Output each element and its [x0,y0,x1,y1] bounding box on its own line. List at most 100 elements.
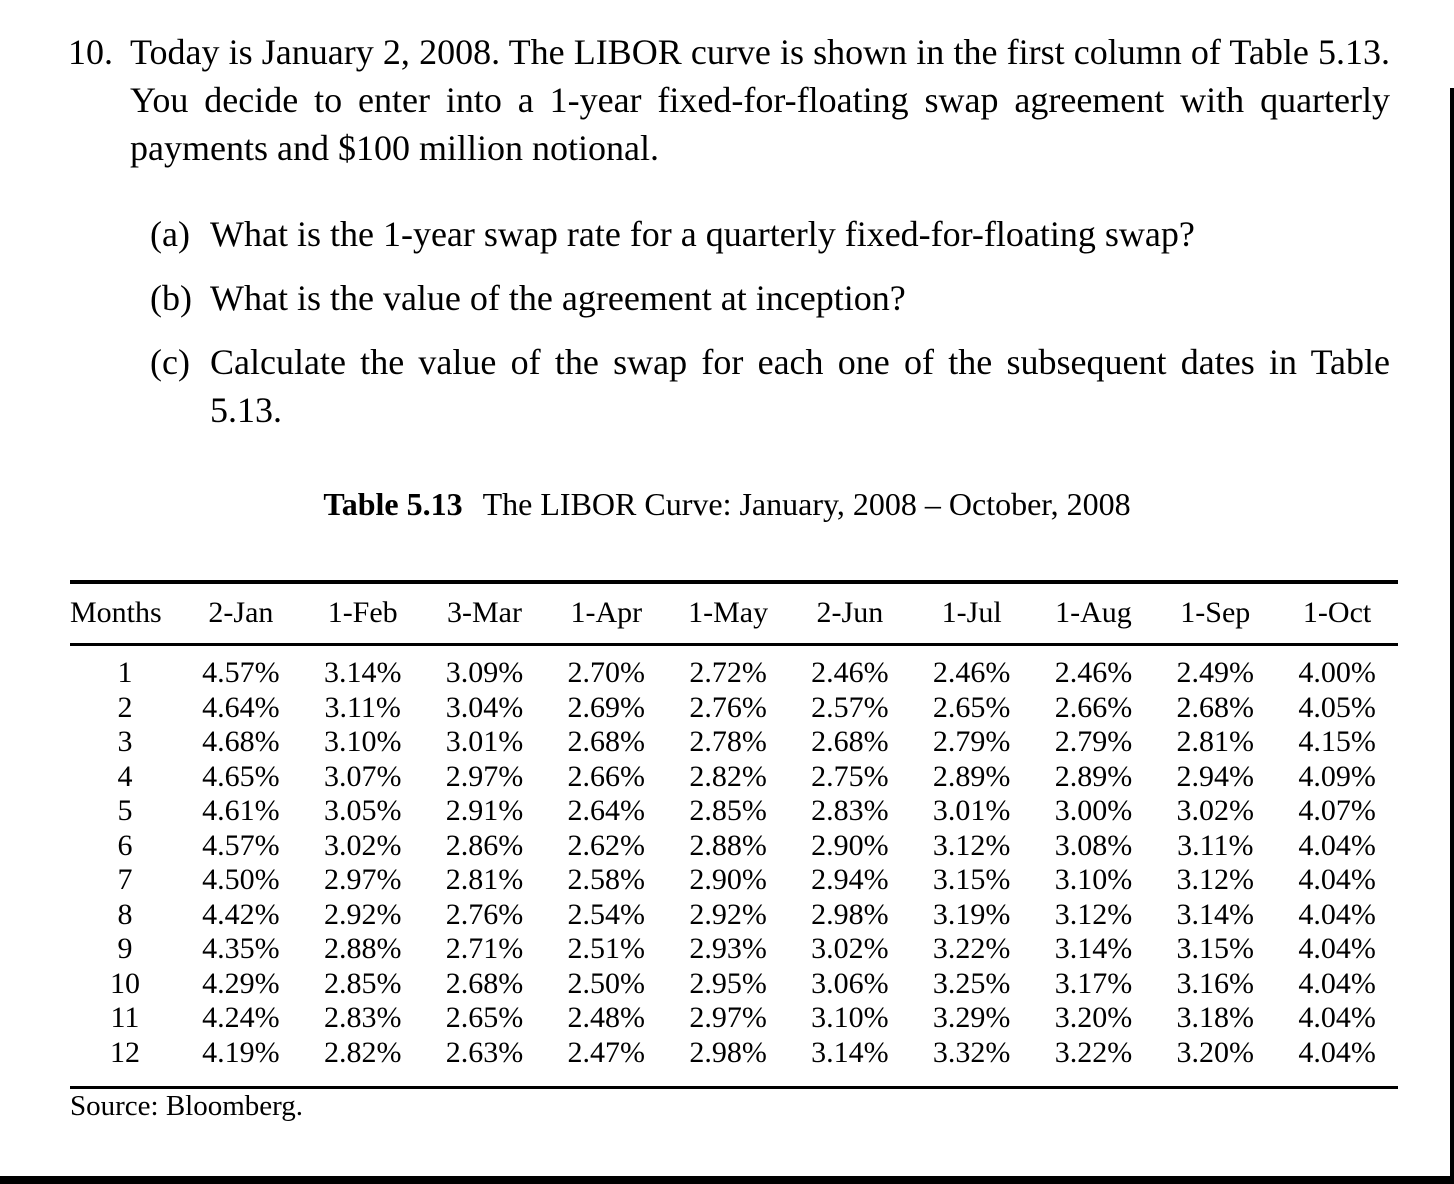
question-item: (b) What is the value of the agreement at… [150,274,1390,322]
rate-cell: 2.79% [1054,725,1133,758]
rate-cell: 3.10% [811,1001,889,1034]
rate-cell: 3.22% [932,932,1011,965]
rate-cell: 2.97% [323,863,402,896]
rate-cell: 2.68% [567,725,646,758]
table-header-row: Months 2-Jan 1-Feb 3-Mar 1-Apr 1-May 2-Jun 1-Ju… [70,582,1398,646]
rate-cell: 2.46% [932,656,1011,689]
month-cell: 9 [117,932,133,965]
rate-cell: 2.82% [323,1035,402,1069]
rate-cell: 4.57% [202,656,280,689]
table-header-cell: 1-Aug [1032,582,1155,646]
question-item-line: What is the 1-year swap rate for a quart… [210,214,1195,254]
question-list: (a) What is the 1-year swap rate for a qu… [150,210,1390,450]
question-item-text: What is the 1-year swap rate for a quart… [210,210,1390,258]
rate-cell: 3.11% [1177,828,1254,862]
rate-cell: 2.93% [689,932,767,965]
rate-cell: 2.72% [689,656,767,689]
question-item-line: Calculate the value of the swap for each… [210,342,1390,382]
table-header-cell: 3-Mar [423,582,546,646]
rate-cell: 4.07% [1298,794,1376,827]
table-header-cell: 1-Jul [910,582,1033,646]
caption-text: The LIBOR Curve: January, 2008 – October… [482,486,1131,522]
rate-cell: 4.04% [1298,932,1376,965]
rate-cell: 2.46% [811,656,889,689]
rate-cell: 2.51% [567,932,646,965]
rate-cell: 2.66% [1054,690,1133,724]
right-edge-line [1450,88,1454,1184]
problem-text-line: You decide to enter into a 1-year fixed-… [130,80,1390,120]
rate-cell: 3.29% [932,1001,1011,1034]
problem-text-line: payments and $100 million notional. [130,128,659,168]
rate-cell: 2.89% [1054,759,1133,793]
rate-cell: 3.14% [1054,932,1133,965]
rate-cell: 2.88% [689,828,767,862]
rate-cell: 4.24% [202,1001,280,1034]
rate-cell: 4.00% [1298,656,1376,689]
question-item-text: Calculate the value of the swap for each… [210,338,1390,434]
table-row: 6 4.57% 3.02% 2.86% 2.62% 2.88% 2.90% 3.12% 3.08… [70,829,1398,864]
rate-cell: 2.68% [1176,690,1255,724]
caption-label: Table 5.13 [323,486,463,522]
rate-cell: 2.46% [1054,656,1133,689]
rate-cell: 4.15% [1298,725,1376,758]
rate-cell: 3.18% [1176,1001,1255,1034]
rate-cell: 3.32% [932,1035,1011,1069]
rate-cell: 2.94% [811,863,889,896]
rate-cell: 3.00% [1054,794,1133,827]
rate-cell: 3.02% [811,932,889,965]
rate-cell: 2.86% [445,828,524,862]
table-row: 5 4.61% 3.05% 2.91% 2.64% 2.85% 2.83% 3.01% 3.00… [70,794,1398,829]
rate-cell: 4.42% [202,897,280,931]
month-cell: 6 [117,828,133,862]
problem-number: 10. [68,32,113,72]
rate-cell: 3.02% [323,828,402,862]
rate-cell: 2.90% [811,828,889,862]
rate-cell: 2.64% [567,794,646,827]
rate-cell: 4.04% [1298,863,1376,896]
table-row: 7 4.50% 2.97% 2.81% 2.58% 2.90% 2.94% 3.15% 3.10… [70,863,1398,898]
rate-cell: 2.82% [689,759,767,793]
rate-cell: 2.79% [932,725,1011,758]
rate-cell: 2.76% [689,690,767,724]
month-cell: 3 [117,725,133,758]
table-header-cell: Months [70,582,180,646]
rate-cell: 3.02% [1176,794,1255,827]
rate-cell: 2.69% [567,690,646,724]
rate-cell: 2.81% [445,863,524,896]
rate-cell: 4.29% [202,966,280,1000]
rate-cell: 2.83% [811,794,889,827]
rate-cell: 3.10% [323,725,402,758]
table-row: 10 4.29% 2.85% 2.68% 2.50% 2.95% 3.06% 3.25% 3.1… [70,967,1398,1002]
rate-cell: 4.64% [202,690,280,724]
rate-cell: 2.50% [567,966,646,1000]
source-note: Source: Bloomberg. [70,1090,304,1122]
rate-cell: 3.14% [323,656,402,689]
rate-cell: 3.22% [1054,1035,1133,1069]
rate-cell: 4.65% [202,759,280,793]
rate-cell: 3.17% [1054,966,1133,1000]
rate-cell: 2.89% [932,759,1011,793]
month-cell: 4 [117,759,133,793]
table-row: 8 4.42% 2.92% 2.76% 2.54% 2.92% 2.98% 3.19% 3.12… [70,898,1398,933]
rate-cell: 2.85% [323,966,402,1000]
table-row: 11 4.24% 2.83% 2.65% 2.48% 2.97% 3.10% 3.29% 3.2… [70,1001,1398,1036]
rate-cell: 3.15% [932,863,1011,896]
rate-cell: 3.16% [1176,966,1255,1000]
rate-cell: 3.09% [445,656,524,689]
table-header-cell: 1-Oct [1276,582,1398,646]
rate-cell: 2.97% [689,1001,767,1034]
rate-cell: 4.19% [202,1035,280,1069]
bottom-edge-bar [0,1176,1454,1184]
table-caption: Table 5.13 The LIBOR Curve: January, 2008… [0,486,1454,523]
month-cell: 7 [117,863,133,896]
rate-cell: 3.20% [1054,1001,1133,1034]
question-item-label: (a) [150,214,190,254]
rate-cell: 3.12% [1054,897,1133,931]
rate-cell: 2.78% [689,725,767,758]
rate-cell: 2.68% [811,725,889,758]
rate-cell: 3.06% [811,966,889,1000]
table-header-cell: 1-Apr [545,582,668,646]
rate-cell: 2.63% [445,1035,524,1069]
rate-cell: 2.65% [932,690,1011,724]
